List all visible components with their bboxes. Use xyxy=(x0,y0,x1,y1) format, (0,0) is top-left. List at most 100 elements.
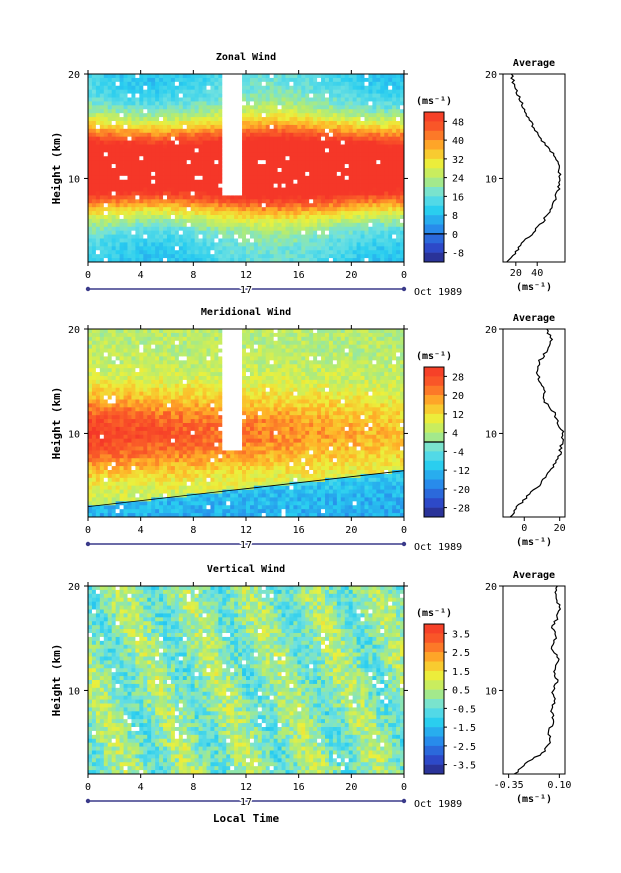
heatmap-cell xyxy=(368,242,373,247)
heatmap-cell xyxy=(143,258,148,262)
heatmap-cell xyxy=(336,179,342,185)
heatmap-cell xyxy=(182,81,188,87)
heatmap-cell xyxy=(281,85,286,91)
heatmap-cell xyxy=(170,352,176,357)
heatmap-cell xyxy=(88,187,93,192)
heatmap-cell xyxy=(297,113,302,118)
heatmap-cell xyxy=(372,160,377,165)
heatmap-cell xyxy=(309,124,314,130)
heatmap-cell xyxy=(170,183,176,188)
heatmap-cell xyxy=(155,168,160,173)
heatmap-cell xyxy=(222,93,227,98)
heatmap-cell xyxy=(356,148,361,153)
heatmap-cell xyxy=(127,81,132,87)
heatmap-cell xyxy=(230,215,235,220)
heatmap-cell xyxy=(131,175,136,181)
heatmap-cell xyxy=(293,144,298,149)
heatmap-cell xyxy=(273,160,278,165)
heatmap-cell xyxy=(127,246,132,251)
heatmap-cell xyxy=(321,105,326,110)
heatmap-cell xyxy=(107,109,113,114)
heatmap-cell xyxy=(151,344,156,349)
heatmap-cell xyxy=(139,171,144,177)
heatmap-cell xyxy=(155,215,160,220)
heatmap-cell xyxy=(182,179,188,185)
heatmap-cell xyxy=(285,211,290,216)
heatmap-cell xyxy=(91,203,97,208)
heatmap-cell xyxy=(159,218,164,224)
heatmap-cell xyxy=(88,234,93,239)
heatmap-cell xyxy=(388,109,393,114)
heatmap-cell xyxy=(147,187,152,192)
heatmap-cell xyxy=(234,97,239,102)
heatmap-cell xyxy=(127,101,132,106)
heatmap-cell xyxy=(396,207,401,212)
heatmap-cell xyxy=(151,501,156,506)
heatmap-cell xyxy=(151,203,156,208)
heatmap-cell xyxy=(348,218,354,224)
heatmap-cell xyxy=(214,183,219,188)
heatmap-cell xyxy=(186,175,192,181)
heatmap-cell xyxy=(99,218,105,224)
heatmap-cell xyxy=(344,160,350,165)
heatmap-cell xyxy=(277,156,282,161)
heatmap-cell xyxy=(123,470,128,475)
heatmap-cell xyxy=(400,93,404,98)
heatmap-cell xyxy=(147,132,152,138)
heatmap-cell xyxy=(131,332,136,338)
heatmap-cell xyxy=(155,434,160,440)
heatmap-cell xyxy=(230,207,235,212)
heatmap-cell xyxy=(340,222,346,228)
heatmap-cell xyxy=(170,191,176,196)
heatmap-cell xyxy=(159,344,164,349)
heatmap-cell xyxy=(115,238,120,243)
heatmap-cell xyxy=(155,77,160,83)
heatmap-cell xyxy=(159,513,164,517)
heatmap-cell xyxy=(317,207,322,212)
heatmap-cell xyxy=(159,156,164,161)
heatmap-cell xyxy=(151,168,156,173)
heatmap-cell xyxy=(317,211,322,216)
heatmap-cell xyxy=(111,348,117,353)
heatmap-cell xyxy=(352,246,357,251)
heatmap-cell xyxy=(226,74,231,79)
heatmap-cell xyxy=(151,458,156,463)
heatmap-cell xyxy=(88,258,93,262)
heatmap-cell xyxy=(344,152,350,157)
heatmap-cell xyxy=(143,462,148,467)
heatmap-cell xyxy=(257,171,263,177)
heatmap-cell xyxy=(392,191,397,196)
heatmap-cell xyxy=(167,340,172,346)
heatmap-cell xyxy=(293,179,298,185)
heatmap-cell xyxy=(131,442,136,447)
profile-y-tick-label: 10 xyxy=(485,174,497,185)
heatmap-cell xyxy=(234,81,239,87)
heatmap-cell xyxy=(91,144,97,149)
heatmap-cell xyxy=(91,156,97,161)
heatmap-cell xyxy=(99,473,105,479)
heatmap-cell xyxy=(99,329,105,334)
heatmap-cell xyxy=(218,74,223,79)
heatmap-cell xyxy=(356,113,361,118)
heatmap-cell xyxy=(123,419,128,424)
heatmap-cell xyxy=(163,344,168,349)
heatmap-cell xyxy=(174,74,180,79)
heatmap-cell xyxy=(285,136,290,141)
heatmap-cell xyxy=(388,175,393,181)
heatmap-cell xyxy=(297,238,302,243)
heatmap-cell xyxy=(325,222,330,228)
heatmap-cell xyxy=(265,113,271,118)
heatmap-cell xyxy=(131,466,136,471)
heatmap-cell xyxy=(360,171,365,177)
heatmap-cell xyxy=(119,473,124,479)
heatmap-cell xyxy=(147,336,152,342)
heatmap-cell xyxy=(194,105,199,110)
heatmap-cell xyxy=(198,144,203,149)
heatmap-cell xyxy=(151,372,156,377)
heatmap-cell xyxy=(99,226,105,232)
heatmap-cell xyxy=(194,168,199,173)
heatmap-cell xyxy=(119,399,124,404)
heatmap-cell xyxy=(107,513,113,517)
heatmap-cell xyxy=(167,485,172,490)
heatmap-cell xyxy=(99,113,105,118)
